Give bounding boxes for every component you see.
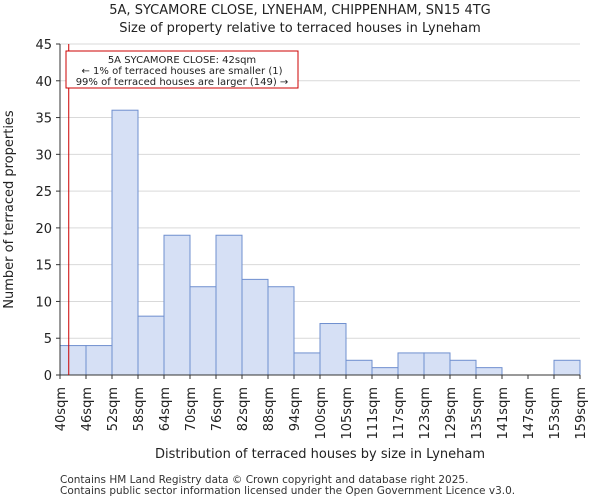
chart-subtitle: Size of property relative to terraced ho… (119, 21, 481, 36)
x-tick-label: 58sqm (132, 387, 147, 431)
x-tick-label: 46sqm (80, 387, 95, 431)
x-tick-label: 129sqm (444, 387, 459, 440)
bar (319, 323, 347, 376)
bar (241, 278, 269, 376)
x-ticks: 40sqm 46sqm 52sqm 58sqm 64sqm 70sqm 76sqm 82sqm… (54, 375, 589, 440)
bar (397, 352, 425, 376)
x-tick-label: 111sqm (366, 387, 381, 440)
y-tick-label: 40 (35, 75, 52, 90)
y-tick-label: 15 (35, 259, 52, 274)
y-tick-label: 20 (35, 222, 52, 237)
y-tick-label: 25 (35, 185, 52, 200)
x-tick-label: 135sqm (470, 387, 485, 440)
footer-line-2: Contains public sector information licen… (60, 485, 516, 497)
bars (59, 109, 581, 376)
x-tick-label: 82sqm (236, 387, 251, 431)
bar (553, 359, 581, 376)
y-tick-label: 0 (44, 369, 52, 384)
bar (85, 345, 113, 376)
bar (59, 345, 87, 376)
x-tick-label: 141sqm (496, 387, 511, 440)
x-tick-label: 94sqm (288, 387, 303, 431)
y-tick-label: 10 (35, 295, 52, 310)
x-tick-label: 159sqm (574, 387, 589, 440)
x-tick-label: 100sqm (314, 387, 329, 440)
bar (137, 315, 165, 376)
y-axis-label: Number of terraced properties (2, 110, 17, 309)
y-tick-label: 5 (44, 332, 52, 347)
bar (111, 109, 139, 376)
x-tick-label: 147sqm (522, 387, 537, 440)
bar (163, 234, 191, 376)
bar (371, 367, 399, 376)
x-tick-label: 88sqm (262, 387, 277, 431)
footer-line-1: Contains HM Land Registry data © Crown c… (60, 474, 469, 486)
annotation-frame (65, 50, 299, 89)
bar (293, 352, 321, 376)
x-tick-label: 70sqm (184, 387, 199, 431)
x-tick-label: 123sqm (418, 387, 433, 440)
chart-title: 5A, SYCAMORE CLOSE, LYNEHAM, CHIPPENHAM,… (109, 3, 491, 18)
x-tick-label: 153sqm (548, 387, 563, 440)
bar (423, 352, 451, 376)
y-tick-label: 30 (35, 148, 52, 163)
annotation-box: 5A SYCAMORE CLOSE: 42sqm ← 1% of terrace… (65, 50, 299, 89)
bar (267, 286, 295, 376)
annotation-line-3: 99% of terraced houses are larger (149) … (76, 77, 289, 88)
bar (215, 234, 243, 376)
y-ticks: 0 5 10 15 20 25 30 35 40 45 (35, 38, 60, 384)
y-tick-label: 45 (35, 38, 52, 53)
x-tick-label: 117sqm (392, 387, 407, 440)
bar (449, 359, 477, 376)
x-tick-label: 76sqm (210, 387, 225, 431)
x-tick-label: 105sqm (340, 387, 355, 440)
x-tick-label: 64sqm (158, 387, 173, 431)
y-tick-label: 35 (35, 112, 52, 127)
bar (475, 367, 503, 376)
x-tick-label: 52sqm (106, 387, 121, 431)
x-axis-label: Distribution of terraced houses by size … (155, 447, 485, 462)
bar (189, 286, 217, 376)
annotation-line-2: ← 1% of terraced houses are smaller (1) (82, 66, 283, 77)
bar (345, 359, 373, 376)
histogram-chart: 0 5 10 15 20 25 30 35 40 45 40sqm 46sqm 52sqm 58sqm 6… (2, 38, 589, 462)
x-tick-label: 40sqm (54, 387, 69, 431)
annotation-line-1: 5A SYCAMORE CLOSE: 42sqm (108, 55, 256, 66)
